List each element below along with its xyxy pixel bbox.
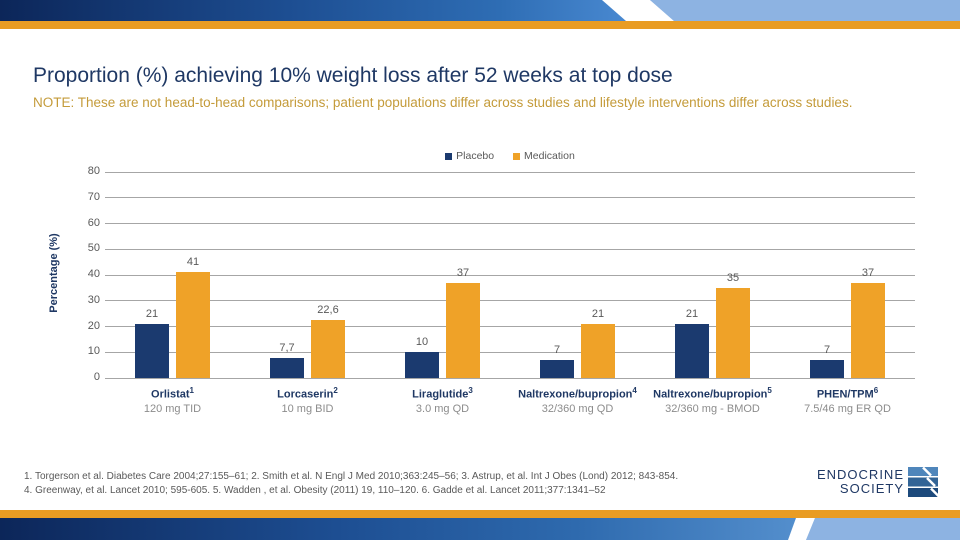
bar-value-label: 41 xyxy=(186,256,200,269)
grid-line xyxy=(105,197,915,199)
footnote-line-1: 1. Torgerson et al. Diabetes Care 2004;2… xyxy=(24,471,679,482)
bottom-banner-diagonal-slash xyxy=(788,518,815,540)
footnotes: 1. Torgerson et al. Diabetes Care 2004;2… xyxy=(24,470,814,498)
grid-line xyxy=(105,171,915,173)
top-orange-stripe xyxy=(0,21,960,29)
legend-item-placebo: Placebo xyxy=(445,150,494,162)
medication-bar-5 xyxy=(716,287,750,378)
category-label-2: Lorcaserin2 10 mg BID xyxy=(240,386,375,415)
bar-value-label: 35 xyxy=(726,271,740,284)
bar-value-label: 22,6 xyxy=(317,303,339,316)
bar-value-label: 21 xyxy=(145,307,159,320)
slide-title: Proportion (%) achieving 10% weight loss… xyxy=(33,64,673,87)
dose-label: 7.5/46 mg ER QD xyxy=(804,402,891,415)
category-label-4: Naltrexone/bupropion4 32/360 mg QD xyxy=(510,386,645,415)
legend-label-placebo: Placebo xyxy=(456,150,495,162)
legend-label-medication: Medication xyxy=(524,150,575,162)
placebo-bar-6 xyxy=(810,359,844,378)
bar-value-label: 7,7 xyxy=(279,342,295,355)
medication-bar-1 xyxy=(176,272,210,378)
placebo-bar-4 xyxy=(540,359,574,378)
bar-chart-plot-area: 0 10 20 30 40 50 60 70 80 21 41 7,7 22,6 10 37 7 21 21 35 7… xyxy=(88,165,915,383)
dose-label: 3.0 mg QD xyxy=(415,402,470,415)
bottom-orange-stripe xyxy=(0,510,960,518)
x-axis-labels: Orlistat1 120 mg TID Lorcaserin2 10 mg BID L… xyxy=(105,386,915,420)
medication-color-swatch xyxy=(513,152,521,160)
drug-name: PHEN/TPM6 xyxy=(816,386,879,401)
y-tick-label: 40 xyxy=(87,268,100,280)
grid-line xyxy=(105,223,915,224)
placebo-bar-3 xyxy=(405,352,439,378)
category-label-1: Orlistat1 120 mg TID xyxy=(105,386,240,415)
category-label-3: Liraglutide3 3.0 mg QD xyxy=(375,386,510,415)
endocrine-society-logo: ENDOCRINE SOCIETY xyxy=(817,467,938,497)
bar-value-label: 10 xyxy=(415,336,429,349)
y-tick-label: 20 xyxy=(87,319,100,332)
medication-bar-4 xyxy=(581,323,615,378)
chart-legend: Placebo Medication xyxy=(105,150,915,163)
bar-value-label: 37 xyxy=(861,266,875,279)
y-axis-title: Percentage (%) xyxy=(48,233,60,313)
medication-bar-3 xyxy=(446,282,480,378)
top-banner-lightblue-segment xyxy=(650,0,960,21)
placebo-bar-5 xyxy=(675,323,709,378)
bottom-banner-lightblue-segment xyxy=(806,518,960,540)
drug-name: Naltrexone/bupropion5 xyxy=(653,386,772,401)
dose-label: 120 mg TID xyxy=(143,402,202,415)
top-banner xyxy=(0,0,960,21)
top-banner-diagonal-slash xyxy=(602,0,674,21)
legend-item-medication: Medication xyxy=(513,150,575,162)
logo-mark-icon xyxy=(908,467,938,497)
dose-label: 32/360 mg QD xyxy=(541,402,614,415)
grid-line xyxy=(105,326,915,327)
bar-value-label: 7 xyxy=(823,343,831,356)
medication-bar-6 xyxy=(851,282,885,378)
grid-line xyxy=(105,351,915,353)
y-tick-label: 50 xyxy=(87,242,100,255)
placebo-bar-1 xyxy=(135,323,169,378)
grid-line xyxy=(105,377,915,379)
drug-name: Orlistat1 xyxy=(151,386,194,401)
y-tick-label: 0 xyxy=(93,371,100,383)
bar-value-label: 21 xyxy=(685,307,699,320)
logo-text-line1: ENDOCRINE xyxy=(816,466,904,482)
dose-label: 10 mg BID xyxy=(281,402,334,415)
grid-line xyxy=(105,248,915,250)
drug-name: Naltrexone/bupropion4 xyxy=(518,386,637,401)
note-text: NOTE: These are not head-to-head compari… xyxy=(33,95,853,110)
logo-text: ENDOCRINE SOCIETY xyxy=(816,466,904,497)
bottom-banner xyxy=(0,518,960,540)
y-tick-label: 10 xyxy=(87,345,100,358)
y-tick-label: 80 xyxy=(87,165,100,177)
drug-name: Liraglutide3 xyxy=(412,386,473,401)
dose-label: 32/360 mg - BMOD xyxy=(665,402,760,415)
bar-value-label: 37 xyxy=(456,266,470,279)
bar-value-label: 21 xyxy=(591,307,605,320)
y-tick-label: 30 xyxy=(87,293,100,306)
drug-name: Lorcaserin2 xyxy=(277,386,338,401)
placebo-bar-2 xyxy=(270,358,304,378)
y-tick-label: 60 xyxy=(87,216,100,229)
category-label-5: Naltrexone/bupropion5 32/360 mg - BMOD xyxy=(645,386,780,415)
footnote-line-2: 4. Greenway, et al. Lancet 2010; 595-605… xyxy=(24,485,606,496)
grid-line xyxy=(105,300,915,302)
category-label-6: PHEN/TPM6 7.5/46 mg ER QD xyxy=(780,386,915,415)
grid-line xyxy=(105,274,915,276)
placebo-color-swatch xyxy=(445,152,453,160)
y-tick-label: 70 xyxy=(87,190,100,203)
medication-bar-2 xyxy=(311,319,345,378)
bar-value-label: 7 xyxy=(553,343,561,356)
logo-text-line2: SOCIETY xyxy=(839,481,904,496)
